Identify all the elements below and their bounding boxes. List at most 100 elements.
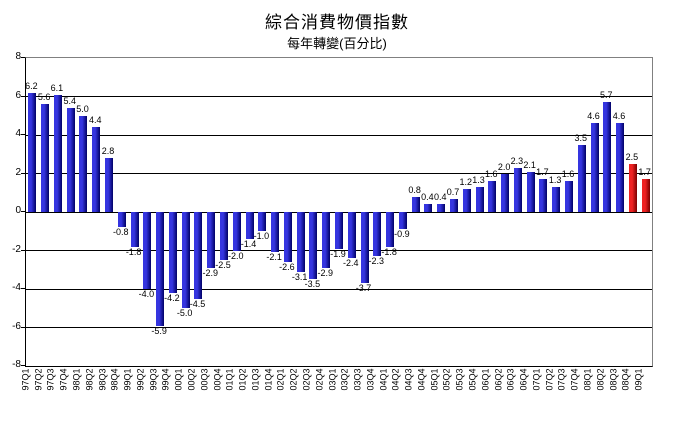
x-tick-label: 05Q2: [441, 368, 452, 391]
y-tick-mark: [21, 365, 25, 366]
x-tick-label: 01Q1: [224, 368, 235, 391]
y-tick-label: -8: [12, 359, 21, 370]
x-tick-label: 97Q2: [33, 368, 44, 391]
x-tick-label: 06Q4: [518, 368, 529, 391]
y-tick-mark: [21, 211, 25, 212]
bar-value-label: 0.7: [446, 186, 460, 197]
bar-value-label: -1.9: [330, 248, 346, 259]
bar-value-label: -2.6: [279, 262, 295, 273]
y-tick-mark: [21, 134, 25, 135]
bar-value-label: 4.6: [612, 111, 626, 122]
bar-07Q1: [539, 179, 548, 212]
x-tick-label: 98Q1: [71, 368, 82, 391]
x-tick-label: 06Q1: [480, 368, 491, 391]
x-tick-label: 04Q2: [390, 368, 401, 391]
bar-value-label: 0.4: [421, 192, 434, 203]
bar-04Q4: [424, 204, 433, 212]
bar-07Q2: [552, 186, 561, 212]
bar-07Q4: [577, 144, 586, 212]
bar-value-label: 1.3: [548, 174, 562, 185]
bar-99Q2: [143, 212, 152, 289]
x-tick-label: 01Q2: [237, 368, 248, 391]
bar-02Q4: [322, 212, 331, 268]
x-tick-label: 97Q1: [20, 368, 31, 391]
y-tick-label: 0: [15, 205, 21, 216]
bar-value-label: -1.0: [253, 231, 270, 242]
bar-value-label: -1.8: [125, 246, 142, 257]
x-tick-label: 02Q3: [301, 368, 312, 391]
x-tick-label: 04Q4: [416, 368, 427, 391]
x-tick-label: 03Q1: [327, 368, 337, 391]
x-tick-label: 99Q4: [160, 368, 171, 391]
bar-03Q1: [335, 212, 343, 249]
bar-09Q1: [641, 179, 650, 212]
bar-value-label: 4.6: [587, 111, 600, 122]
bar-value-label: 2.8: [101, 146, 115, 157]
x-tick-label: 00Q4: [212, 368, 223, 391]
bar-97Q3: [53, 94, 62, 212]
x-tick-label: 01Q4: [263, 368, 274, 391]
bar-value-label: 2.1: [523, 159, 536, 170]
bar-value-label: -0.9: [394, 229, 410, 240]
gridline: [26, 250, 652, 251]
bar-value-label: -5.9: [151, 325, 167, 336]
bar-value-label: 3.5: [574, 132, 587, 143]
bar-02Q1: [283, 212, 292, 263]
gridline: [26, 288, 652, 290]
bar-value-label: -2.9: [317, 267, 333, 278]
bar-01Q3: [258, 212, 267, 232]
bar-value-label: 1.3: [472, 174, 485, 185]
x-tick-label: 01Q3: [250, 368, 261, 391]
chart-title: 綜合消費物價指數: [265, 13, 409, 32]
x-tick-label: 07Q3: [556, 368, 567, 391]
bar-value-label: 0.4: [433, 192, 447, 203]
bar-value-label: 1.6: [561, 169, 575, 180]
bar-07Q3: [564, 181, 573, 212]
y-tick-mark: [21, 57, 25, 58]
bar-08Q1: [590, 123, 599, 212]
x-tick-label: 99Q2: [135, 368, 146, 391]
bar-value-label: -3.7: [355, 283, 372, 294]
bar-value-label: -2.4: [343, 258, 359, 269]
bar-04Q1: [386, 212, 395, 247]
y-tick-mark: [21, 249, 25, 251]
y-tick-label: -2: [12, 243, 21, 255]
bar-06Q4: [526, 171, 535, 212]
bar-value-label: 6.1: [50, 82, 64, 93]
x-tick-label: 98Q3: [97, 368, 108, 391]
gridline: [26, 96, 652, 97]
x-tick-label: 03Q2: [339, 368, 350, 391]
x-tick-label: 98Q2: [84, 368, 95, 391]
x-tick-label: 04Q3: [403, 368, 414, 391]
x-tick-label: 02Q2: [288, 368, 299, 391]
bar-02Q2: [296, 212, 305, 272]
bar-value-label: -2.3: [368, 256, 385, 267]
bar-06Q2: [501, 173, 510, 212]
x-tick-label: 09Q1: [633, 368, 644, 391]
bar-value-label: -1.8: [381, 246, 397, 257]
x-tick-label: 02Q4: [314, 368, 325, 391]
bar-value-label: -5.0: [176, 308, 193, 319]
bar-99Q4: [168, 212, 177, 293]
x-tick-label: 08Q3: [608, 368, 619, 391]
x-tick-label: 03Q3: [352, 368, 363, 391]
bar-04Q2: [398, 212, 407, 230]
bar-99Q1: [130, 212, 139, 247]
x-tick-label: 00Q3: [199, 368, 210, 391]
bar-value-label: -4.5: [189, 298, 206, 309]
x-tick-label: 04Q1: [378, 368, 389, 391]
x-tick-label: 97Q4: [58, 368, 69, 391]
bar-00Q3: [207, 212, 216, 268]
y-tick-label: 4: [15, 128, 21, 139]
x-tick-label: 00Q2: [186, 368, 197, 391]
bar-08Q2: [603, 102, 612, 212]
bar-01Q1: [232, 212, 241, 251]
bar-04Q3: [411, 196, 420, 212]
bar-05Q1: [437, 204, 446, 212]
bar-06Q3: [513, 167, 522, 212]
x-tick-label: 97Q3: [45, 368, 56, 391]
y-tick-label: 6: [15, 89, 21, 101]
gridline: [26, 134, 652, 136]
y-tick-label: -6: [12, 320, 21, 332]
